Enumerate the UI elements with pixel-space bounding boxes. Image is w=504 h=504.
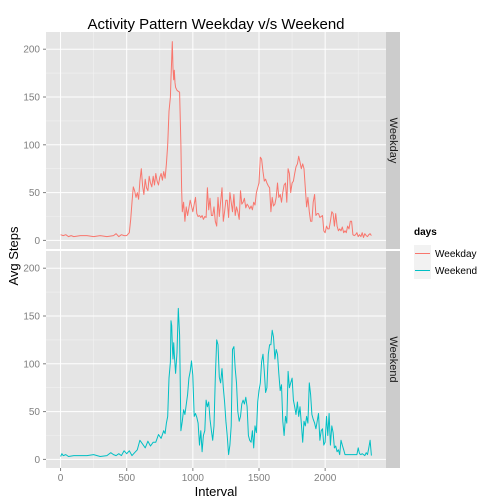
x-tick-label: 500: [118, 473, 135, 484]
panel-weekend: 0 50 100 150 200 Weekend: [23, 251, 400, 468]
series-line-weekend: [60, 307, 372, 457]
y-tick-label: 200: [23, 264, 40, 275]
panels-layer: 0 50 100 150 200 Weekday 0 50 100 150 200 Weekend: [23, 32, 400, 468]
facet-strip-label: Weekday: [387, 118, 399, 164]
legend: days Weekday Weekend: [414, 227, 477, 279]
y-tick-label: 50: [29, 188, 41, 199]
y-tick-label: 150: [23, 93, 40, 104]
x-tick-label: 1000: [182, 473, 205, 484]
y-tick-label: 0: [34, 455, 40, 466]
facet-strip: [386, 32, 400, 249]
facet-strip-label: Weekend: [387, 336, 399, 382]
chart-title: Activity Pattern Weekday v/s Weekend: [87, 16, 344, 33]
legend-label-weekend: Weekend: [435, 266, 477, 277]
x-tick-label: 1500: [248, 473, 271, 484]
x-axis-title: Interval: [195, 484, 238, 499]
x-tick-labels: 0 500 1000 1500 2000: [58, 468, 337, 484]
y-tick-label: 100: [23, 359, 40, 370]
x-tick-label: 2000: [314, 473, 337, 484]
y-tick-label: 0: [34, 236, 40, 247]
panel-background: [46, 32, 386, 249]
legend-title: days: [414, 227, 437, 238]
series-line-weekday: [60, 41, 372, 238]
y-tick-label: 100: [23, 140, 40, 151]
panel-weekday: 0 50 100 150 200 Weekday: [23, 32, 400, 249]
facet-strip: [386, 251, 400, 468]
legend-label-weekday: Weekday: [435, 249, 477, 260]
y-tick-label: 50: [29, 407, 41, 418]
x-tick-label: 0: [58, 473, 64, 484]
y-axis-title: Avg Steps: [6, 226, 21, 286]
y-tick-label: 150: [23, 312, 40, 323]
y-tick-label: 200: [23, 45, 40, 56]
